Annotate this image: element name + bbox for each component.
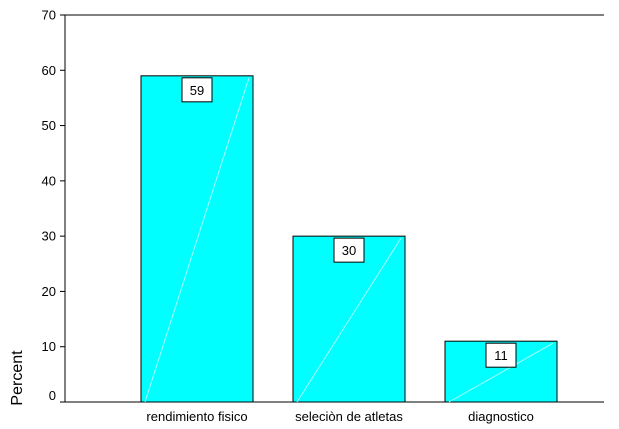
data-label: 11 <box>494 348 508 363</box>
bar-group: 11 <box>444 340 558 403</box>
data-label: 59 <box>190 83 204 98</box>
y-tick-label: 70 <box>42 8 56 23</box>
bar-highlight-line <box>144 77 250 403</box>
data-label-box <box>333 237 365 263</box>
y-axis-ticks: 0 10 20 30 40 50 60 70 <box>42 8 65 403</box>
data-label-box <box>181 77 213 103</box>
y-tick-label: 40 <box>42 173 56 188</box>
x-tick-label: seleciòn de atletas <box>295 409 403 424</box>
bar-group: 30 <box>292 235 406 403</box>
bar-group: 59 <box>140 75 254 403</box>
data-label: 30 <box>342 243 356 258</box>
bar-highlight-line <box>448 342 554 403</box>
bar <box>292 235 406 403</box>
x-tick-label: diagnostico <box>468 409 534 424</box>
y-tick-label: 50 <box>42 118 56 133</box>
bars-group: 59 30 11 <box>140 75 558 403</box>
y-tick-label: 20 <box>42 284 56 299</box>
y-tick-label: 30 <box>42 229 56 244</box>
y-axis-label: Percent <box>9 350 26 406</box>
data-label-box <box>485 342 517 368</box>
x-tick-label: rendimiento fisico <box>146 409 247 424</box>
y-tick-label: 0 <box>49 388 56 403</box>
bar-highlight-line <box>296 237 402 403</box>
x-axis-tick-labels: rendimiento fisico seleciòn de atletas dia… <box>146 409 533 424</box>
y-tick-label: 60 <box>42 63 56 78</box>
y-tick-label: 10 <box>42 339 56 354</box>
